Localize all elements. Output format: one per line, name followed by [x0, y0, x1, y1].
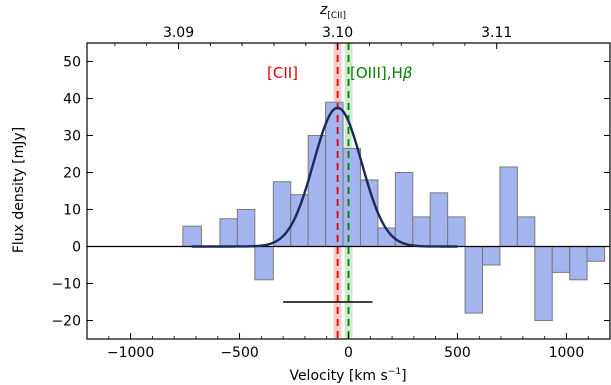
x-axis-ticks: −1000 −500 0 500 1000: [86, 333, 611, 361]
beta-symbol: β: [402, 64, 413, 82]
top-axis-title-z: z: [319, 2, 328, 18]
x-tick-label: 500: [444, 345, 471, 361]
x-tick-label: 1000: [549, 345, 585, 361]
x-tick-label: 0: [344, 345, 353, 361]
spectrum-bar: [236, 209, 256, 247]
x-tick-label: −1000: [107, 345, 154, 361]
spectrum-bar: [482, 246, 501, 266]
gaussian-fit-curve: [191, 106, 458, 248]
cii-annotation: [CII]: [267, 64, 298, 82]
x-axis-title-tail: ]: [401, 368, 406, 384]
spectrum-bar: [412, 216, 431, 247]
spectrum-bar: [516, 216, 536, 247]
y-tick-label: 10: [63, 203, 81, 219]
y-tick-label: 40: [63, 92, 81, 108]
y-tick-label: −10: [51, 277, 81, 293]
spectrum-bar: [219, 218, 238, 247]
oiii-hbeta-annotation: [OIII],Hβ: [350, 64, 413, 82]
y-tick-label: 20: [63, 166, 81, 182]
x-axis-title-main: Velocity [km s: [289, 368, 387, 384]
spectrum-bar: [447, 216, 466, 247]
spectrum-bar: [586, 246, 606, 262]
spectrum-bar: [182, 225, 202, 247]
spectrum-bar: [325, 101, 344, 247]
top-tick-label: 3.10: [322, 25, 353, 41]
y-tick-label: 0: [72, 240, 81, 256]
x-axis-title: Velocity [km s−1]: [289, 367, 406, 384]
y-tick-label: −20: [51, 314, 81, 330]
y-axis-ticks: −20 −10 0 10 20 30 40 50: [51, 55, 610, 330]
spectrum-bar: [499, 166, 518, 247]
spectrum-bar: [342, 147, 361, 247]
line-markers: [336, 43, 350, 339]
spectrum-bar: [464, 246, 484, 314]
y-tick-label: 50: [63, 55, 81, 71]
oiii-hbeta-label: [OIII],H: [350, 64, 403, 82]
spectrum-bar: [569, 246, 588, 281]
top-axis-title: z[CII]: [319, 2, 346, 21]
x-tick-label: −500: [220, 345, 258, 361]
top-axis-title-sub: [CII]: [327, 11, 346, 21]
spectrum-bars: [182, 101, 606, 321]
spectrum-bar: [534, 246, 553, 321]
y-axis-title: Flux density [mJy]: [11, 127, 27, 253]
gaussian-fit: [191, 106, 458, 248]
x-axis-title-sup: −1: [388, 367, 401, 377]
spectrum-bar: [254, 246, 274, 281]
spectrum-bar: [429, 192, 449, 248]
top-tick-label: 3.09: [163, 25, 194, 41]
top-axis-ticks: 3.09 3.10 3.11: [114, 25, 512, 49]
spectrum-bar: [551, 246, 571, 273]
spectrum-bar: [394, 172, 414, 247]
y-tick-label: 30: [63, 129, 81, 145]
top-tick-label: 3.11: [481, 25, 512, 41]
